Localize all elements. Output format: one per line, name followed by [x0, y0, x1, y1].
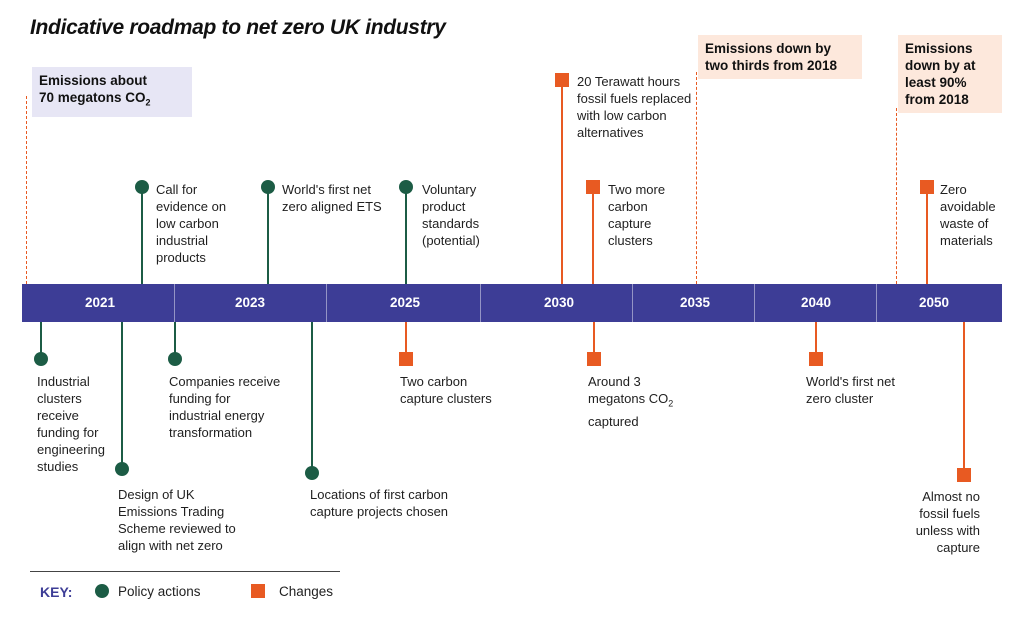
policy-marker [168, 352, 182, 366]
connector-call-for-evidence [141, 187, 143, 284]
year-2030: 2030 [543, 295, 575, 310]
connector-industrial-clusters [40, 322, 42, 359]
dashed-line-2021 [26, 96, 27, 284]
event-around3: Around 3 megatons CO2 captured [588, 373, 688, 430]
event-companies-funding: Companies receive funding for industrial… [169, 374, 281, 440]
change-marker [587, 352, 601, 366]
segment-divider [876, 284, 877, 322]
emissions-2021-line2: 70 megatons CO [39, 90, 146, 105]
connector-voluntary [405, 187, 407, 284]
event-zero-waste: Zero avoidable waste of materials [940, 182, 996, 248]
connector-zero-waste [926, 187, 928, 284]
year-2050: 2050 [918, 295, 950, 310]
key-changes-text: Changes [279, 584, 334, 599]
connector-locations [311, 322, 313, 473]
year-2040: 2040 [800, 295, 832, 310]
dashed-line-2035 [696, 72, 697, 284]
event-two-more: Two more carbon capture clusters [608, 182, 666, 248]
policy-key-icon [95, 584, 109, 598]
policy-marker [261, 180, 275, 194]
emissions-2035-callout: Emissions down by two thirds from 2018 [698, 35, 862, 79]
connector-terawatt [561, 80, 563, 284]
change-key-icon [251, 584, 265, 598]
dashed-line-2050 [896, 108, 897, 284]
change-marker [555, 73, 569, 87]
event-industrial-clusters: Industrial clusters receive funding for … [37, 374, 105, 474]
key-label: KEY: [40, 584, 73, 600]
event-almost-no: Almost no fossil fuels unless with captu… [915, 489, 980, 555]
segment-divider [632, 284, 633, 322]
change-marker [920, 180, 934, 194]
policy-marker [115, 462, 129, 476]
key-divider [30, 571, 340, 572]
event-two-carbon: Two carbon capture clusters [400, 374, 492, 406]
event-first-net-zero: World's first net zero cluster [806, 374, 895, 406]
change-marker [586, 180, 600, 194]
segment-divider [754, 284, 755, 322]
change-marker [809, 352, 823, 366]
event-locations: Locations of first carbon capture projec… [310, 487, 449, 519]
change-marker [399, 352, 413, 366]
segment-divider [174, 284, 175, 322]
connector-two-more [592, 187, 594, 284]
policy-marker [399, 180, 413, 194]
emissions-2050-callout: Emissions down by at least 90% from 2018 [898, 35, 1002, 113]
around3-text: Around 3 megatons CO [588, 374, 669, 406]
policy-marker [135, 180, 149, 194]
key-policy-text: Policy actions [118, 584, 201, 599]
policy-marker [34, 352, 48, 366]
event-design-ets: Design of UK Emissions Trading Scheme re… [118, 487, 236, 553]
year-2023: 2023 [234, 295, 266, 310]
co2-subscript: 2 [145, 97, 151, 108]
segment-divider [326, 284, 327, 322]
segment-divider [480, 284, 481, 322]
connector-companies [174, 322, 176, 359]
event-voluntary: Voluntary product standards (potential) [422, 182, 480, 248]
co2-subscript: 2 [668, 398, 674, 409]
emissions-2021-callout: Emissions about 70 megatons CO2 [32, 67, 192, 117]
connector-design-ets [121, 322, 123, 469]
change-marker [957, 468, 971, 482]
year-2021: 2021 [84, 295, 116, 310]
timeline-bar: 2021 2023 2025 2030 2035 2040 2050 [22, 284, 1002, 322]
page-title: Indicative roadmap to net zero UK indust… [30, 16, 446, 39]
policy-marker [305, 466, 319, 480]
connector-first-net-zero [815, 322, 817, 359]
emissions-2021-line1: Emissions about [39, 73, 148, 88]
year-2035: 2035 [679, 295, 711, 310]
event-call-for-evidence: Call for evidence on low carbon industri… [156, 182, 227, 265]
event-ets: World's first net zero aligned ETS [282, 182, 382, 214]
connector-ets [267, 187, 269, 284]
year-2025: 2025 [389, 295, 421, 310]
connector-almost-no [963, 286, 965, 474]
connector-two-carbon [405, 322, 407, 359]
connector-around3 [593, 322, 595, 359]
around3-captured: captured [588, 413, 639, 429]
event-terawatt: 20 Terawatt hours fossil fuels replaced … [577, 74, 692, 140]
